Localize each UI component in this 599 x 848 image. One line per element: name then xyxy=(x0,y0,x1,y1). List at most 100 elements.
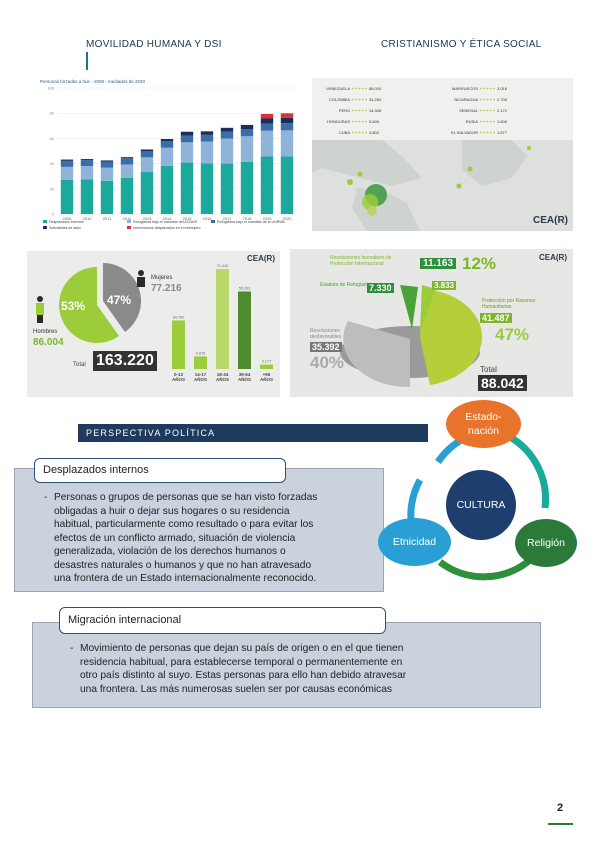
res-total-value: 88.042 xyxy=(478,375,527,391)
favorable-label: Resoluciones favorables de Protección In… xyxy=(330,255,392,267)
country-row: EL SALVADOR ✦✦✦✦✦ 1.677 xyxy=(444,130,507,135)
box2-line: una frontera. Las más numerosas suelen s… xyxy=(80,683,393,695)
country-row: MARRUECOS ✦✦✦✦✦ 3.016 xyxy=(444,86,507,91)
legend-label: Solicitantes de asilo xyxy=(49,226,81,230)
legend-swatch xyxy=(43,226,47,229)
colombia-bubble xyxy=(362,194,378,210)
country-value: 2.172 xyxy=(496,108,507,113)
country-row: COLOMBIA ✦✦✦✦✦ 34.264 xyxy=(316,97,381,102)
people-icons: ✦✦✦✦✦ xyxy=(478,97,497,102)
bar-segment xyxy=(120,177,134,214)
international-migration-box xyxy=(32,622,541,708)
country-value: 3.802 xyxy=(368,130,379,135)
header-accent-bar xyxy=(86,52,88,70)
gender-pie-svg: 34.700 9.015 71.440 55.392 3.177 xyxy=(36,263,273,369)
cycle-arc-teal xyxy=(508,433,550,509)
header-left-title: MOVILIDAD HUMANA Y DSI xyxy=(86,39,222,50)
humanitarian-label: Protección por Razones Humanitarias xyxy=(482,298,536,310)
age-category-label: 35-64 AÑOS xyxy=(237,372,251,382)
section-title: PERSPECTIVA POLÍTICA xyxy=(78,424,428,442)
bar-segment xyxy=(220,127,234,132)
legend-label: Desplazados internos xyxy=(49,220,84,224)
refugee-label: Estatuto de Refugiado xyxy=(320,282,370,288)
north-america-shape xyxy=(312,140,422,186)
box1-bullet: - xyxy=(44,492,48,503)
age-value-label: 55.392 xyxy=(239,286,251,290)
x-tick-label: 2016 xyxy=(203,216,213,221)
y-tick-label: 80 xyxy=(50,111,55,116)
page-number: 2 xyxy=(556,802,564,814)
box1-line: generalizada, violación de los derechos … xyxy=(54,546,286,557)
box1-text: Personas o grupos de personas que se han… xyxy=(54,491,384,586)
country-name: NICARAGUA xyxy=(454,97,478,102)
unfavorable-label: Resoluciones desfavorables xyxy=(310,328,342,340)
resolutions-pie-svg xyxy=(340,285,483,388)
bar-segment xyxy=(160,165,174,214)
international-migration-tab: Migración internacional xyxy=(59,607,386,634)
bar-segment xyxy=(240,136,254,162)
people-icons: ✦✦✦✦✦ xyxy=(478,108,497,113)
bar-segment xyxy=(80,159,94,161)
bar-segment xyxy=(60,160,74,167)
people-icons: ✦✦✦✦✦ xyxy=(350,97,369,102)
bar-segment xyxy=(260,156,274,214)
cycle-arc-green xyxy=(437,557,533,581)
people-icons: ✦✦✦✦✦ xyxy=(350,119,369,124)
humanitarian-value: 41.487 xyxy=(480,313,512,323)
bar-segment xyxy=(140,151,154,158)
box2-line: otro país distinto al suyo. Estas person… xyxy=(80,670,407,681)
country-row: NICARAGUA ✦✦✦✦✦ 2.708 xyxy=(444,97,507,102)
bar-segment xyxy=(160,141,174,148)
bar-segment xyxy=(280,117,294,124)
legend-swatch xyxy=(127,226,131,229)
age-bar xyxy=(216,269,229,369)
bar-segment xyxy=(60,179,74,214)
women-pct: 47% xyxy=(107,293,132,307)
bar-segment xyxy=(200,131,214,135)
age-category-label: 14-17 AÑOS xyxy=(193,372,207,382)
x-tick-label: 2018 xyxy=(243,216,253,221)
age-value-label: 3.177 xyxy=(262,360,272,364)
bar-segment xyxy=(180,162,194,214)
x-tick-label: 2017 xyxy=(223,216,233,221)
men-value: 86.004 xyxy=(33,337,64,348)
page-number-underline xyxy=(548,823,573,825)
brand-logo: CEA(R) xyxy=(539,253,567,262)
bar-segment xyxy=(260,123,274,131)
bar-segment xyxy=(200,134,214,142)
man-icon xyxy=(36,296,44,323)
y-tick-label: 60 xyxy=(50,136,55,141)
legend-swatch xyxy=(43,220,47,223)
country-name: PERÚ xyxy=(338,108,350,113)
country-name: MARRUECOS xyxy=(451,86,478,91)
people-icons: ✦✦✦✦✦ xyxy=(478,130,497,135)
bar-segment xyxy=(200,163,214,214)
internal-displaced-box xyxy=(14,468,384,592)
country-value: 1.677 xyxy=(496,130,507,135)
cycle-center-culture: CULTURA xyxy=(446,470,516,540)
woman-icon xyxy=(137,270,145,287)
country-value: 2.708 xyxy=(496,97,507,102)
bar-segment xyxy=(280,123,294,131)
refugee-value: 7.330 xyxy=(367,283,394,293)
bar-segment xyxy=(80,160,94,167)
country-row: VENEZUELA ✦✦✦✦✦ 88.004 xyxy=(316,86,381,91)
x-tick-label: 2019 xyxy=(263,216,273,221)
age-bar xyxy=(172,320,185,369)
subsidiary-value: 3.833 xyxy=(432,281,457,290)
total-label: Total xyxy=(73,362,86,368)
x-tick-label: 2014 xyxy=(163,216,173,221)
refugee-slice xyxy=(400,285,418,329)
country-name: VENEZUELA xyxy=(326,86,350,91)
brand-logo: CEA(R) xyxy=(247,254,275,263)
country-name: SENEGAL xyxy=(459,108,478,113)
humanitarian-pct: 47% xyxy=(495,325,530,344)
bar-segment xyxy=(240,129,254,137)
country-name: CUBA xyxy=(338,130,350,135)
box1-line: una frontera de un Estado internacionalm… xyxy=(54,573,317,584)
people-icons: ✦✦✦✦✦ xyxy=(350,86,369,91)
country-value: 3.016 xyxy=(496,86,507,91)
cycle-node-ethnicity: Etnicidad xyxy=(378,518,451,566)
forced-displacement-chart: Personas forzadas a huir - 2009 - mediad… xyxy=(37,78,300,236)
brand-logo: CEA(R) xyxy=(533,215,568,226)
